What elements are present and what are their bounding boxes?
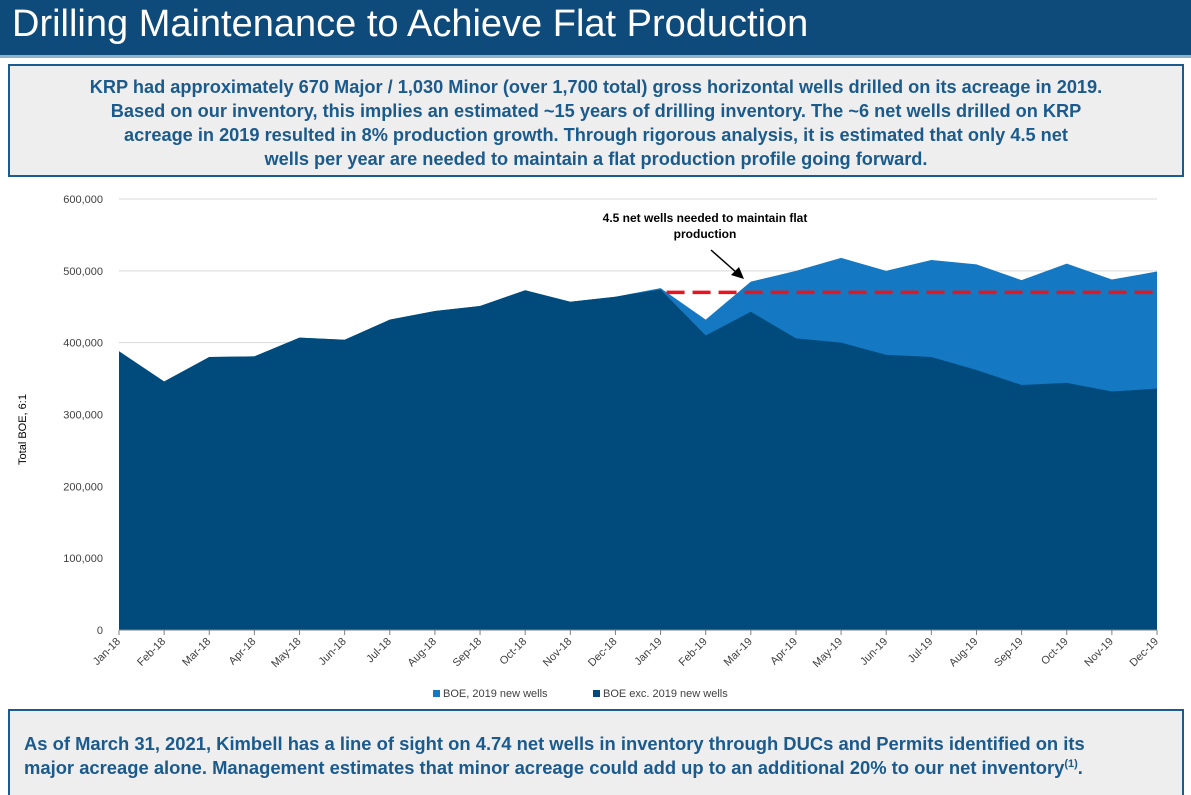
x-tick-label: Dec-19: [1128, 636, 1162, 670]
x-tick-label: Jan-18: [91, 636, 123, 668]
x-tick-label: Jul-19: [906, 636, 936, 666]
annotation-text: production: [674, 227, 737, 241]
legend-label-2019-new-wells: BOE, 2019 new wells: [443, 688, 548, 700]
inventory-line-2: major acreage alone. Management estimate…: [24, 756, 1172, 780]
x-tick-label: Feb-19: [677, 636, 710, 669]
inventory-box: As of March 31, 2021, Kimbell has a line…: [8, 709, 1184, 795]
x-tick-label: Aug-18: [405, 636, 439, 670]
x-tick-label: Oct-18: [497, 636, 529, 668]
y-tick-label: 400,000: [63, 338, 103, 350]
title-bar: Drilling Maintenance to Achieve Flat Pro…: [0, 0, 1191, 58]
summary-box: KRP had approximately 670 Major / 1,030 …: [8, 64, 1184, 177]
legend-label-exc-2019-new-wells: BOE exc. 2019 new wells: [603, 688, 728, 700]
x-tick-label: Aug-19: [947, 636, 981, 670]
y-tick-label: 0: [97, 625, 103, 637]
summary-line: Based on our inventory, this implies an …: [110, 101, 1082, 121]
x-tick-label: Sep-18: [451, 636, 485, 670]
y-tick-label: 300,000: [63, 410, 103, 422]
footnote-marker: (1): [1064, 757, 1078, 770]
x-tick-label: Apr-18: [227, 636, 259, 668]
x-tick-label: Feb-18: [135, 636, 168, 669]
annotation-text: 4.5 net wells needed to maintain flat: [603, 211, 808, 225]
inventory-line: As of March 31, 2021, Kimbell has a line…: [24, 733, 1085, 754]
legend-swatch-2019-new-wells: [433, 690, 440, 697]
y-tick-label: 100,000: [63, 553, 103, 565]
production-chart: 0 100,000 200,000 300,000 400,000 500,000 600,…: [17, 194, 1162, 700]
x-tick-label: Apr-19: [768, 636, 800, 668]
inventory-line-end: .: [1077, 757, 1083, 778]
inventory-text: As of March 31, 2021, Kimbell has a line…: [24, 732, 1172, 780]
x-tick-label: Oct-19: [1039, 636, 1071, 668]
x-tick-label: Jun-19: [858, 636, 890, 668]
x-tick-label: May-18: [269, 636, 303, 670]
summary-line: wells per year are needed to maintain a …: [264, 149, 928, 169]
y-tick-label: 500,000: [63, 266, 103, 278]
x-tick-label: Jan-19: [632, 636, 664, 668]
y-tick-label: 200,000: [63, 481, 103, 493]
x-tick-label: Jun-18: [317, 636, 349, 668]
summary-text: KRP had approximately 670 Major / 1,030 …: [18, 75, 1174, 171]
x-tick-label: Sep-19: [992, 636, 1026, 670]
annotation-arrow-line: [710, 249, 738, 274]
x-tick-label: Mar-19: [722, 636, 755, 669]
inventory-line-text: major acreage alone. Management estimate…: [24, 757, 1065, 778]
x-tick-label: Jul-18: [364, 636, 394, 666]
x-tick-label: Dec-18: [586, 636, 620, 670]
legend-swatch-exc-2019-new-wells: [593, 690, 600, 697]
x-tick-label: Mar-18: [180, 636, 213, 669]
y-axis-label: Total BOE, 6:1: [17, 394, 29, 465]
x-tick-label: Nov-18: [541, 636, 575, 670]
annotation-arrowhead: [731, 267, 744, 279]
summary-line: KRP had approximately 670 Major / 1,030 …: [89, 77, 1103, 97]
x-tick-label: Nov-19: [1082, 636, 1116, 670]
x-tick-label: May-19: [811, 636, 845, 670]
area-exc-2019-new-wells: [119, 289, 1157, 630]
y-tick-label: 600,000: [63, 194, 103, 206]
summary-line: acreage in 2019 resulted in 8% productio…: [124, 125, 1068, 145]
page-title: Drilling Maintenance to Achieve Flat Pro…: [12, 3, 809, 45]
